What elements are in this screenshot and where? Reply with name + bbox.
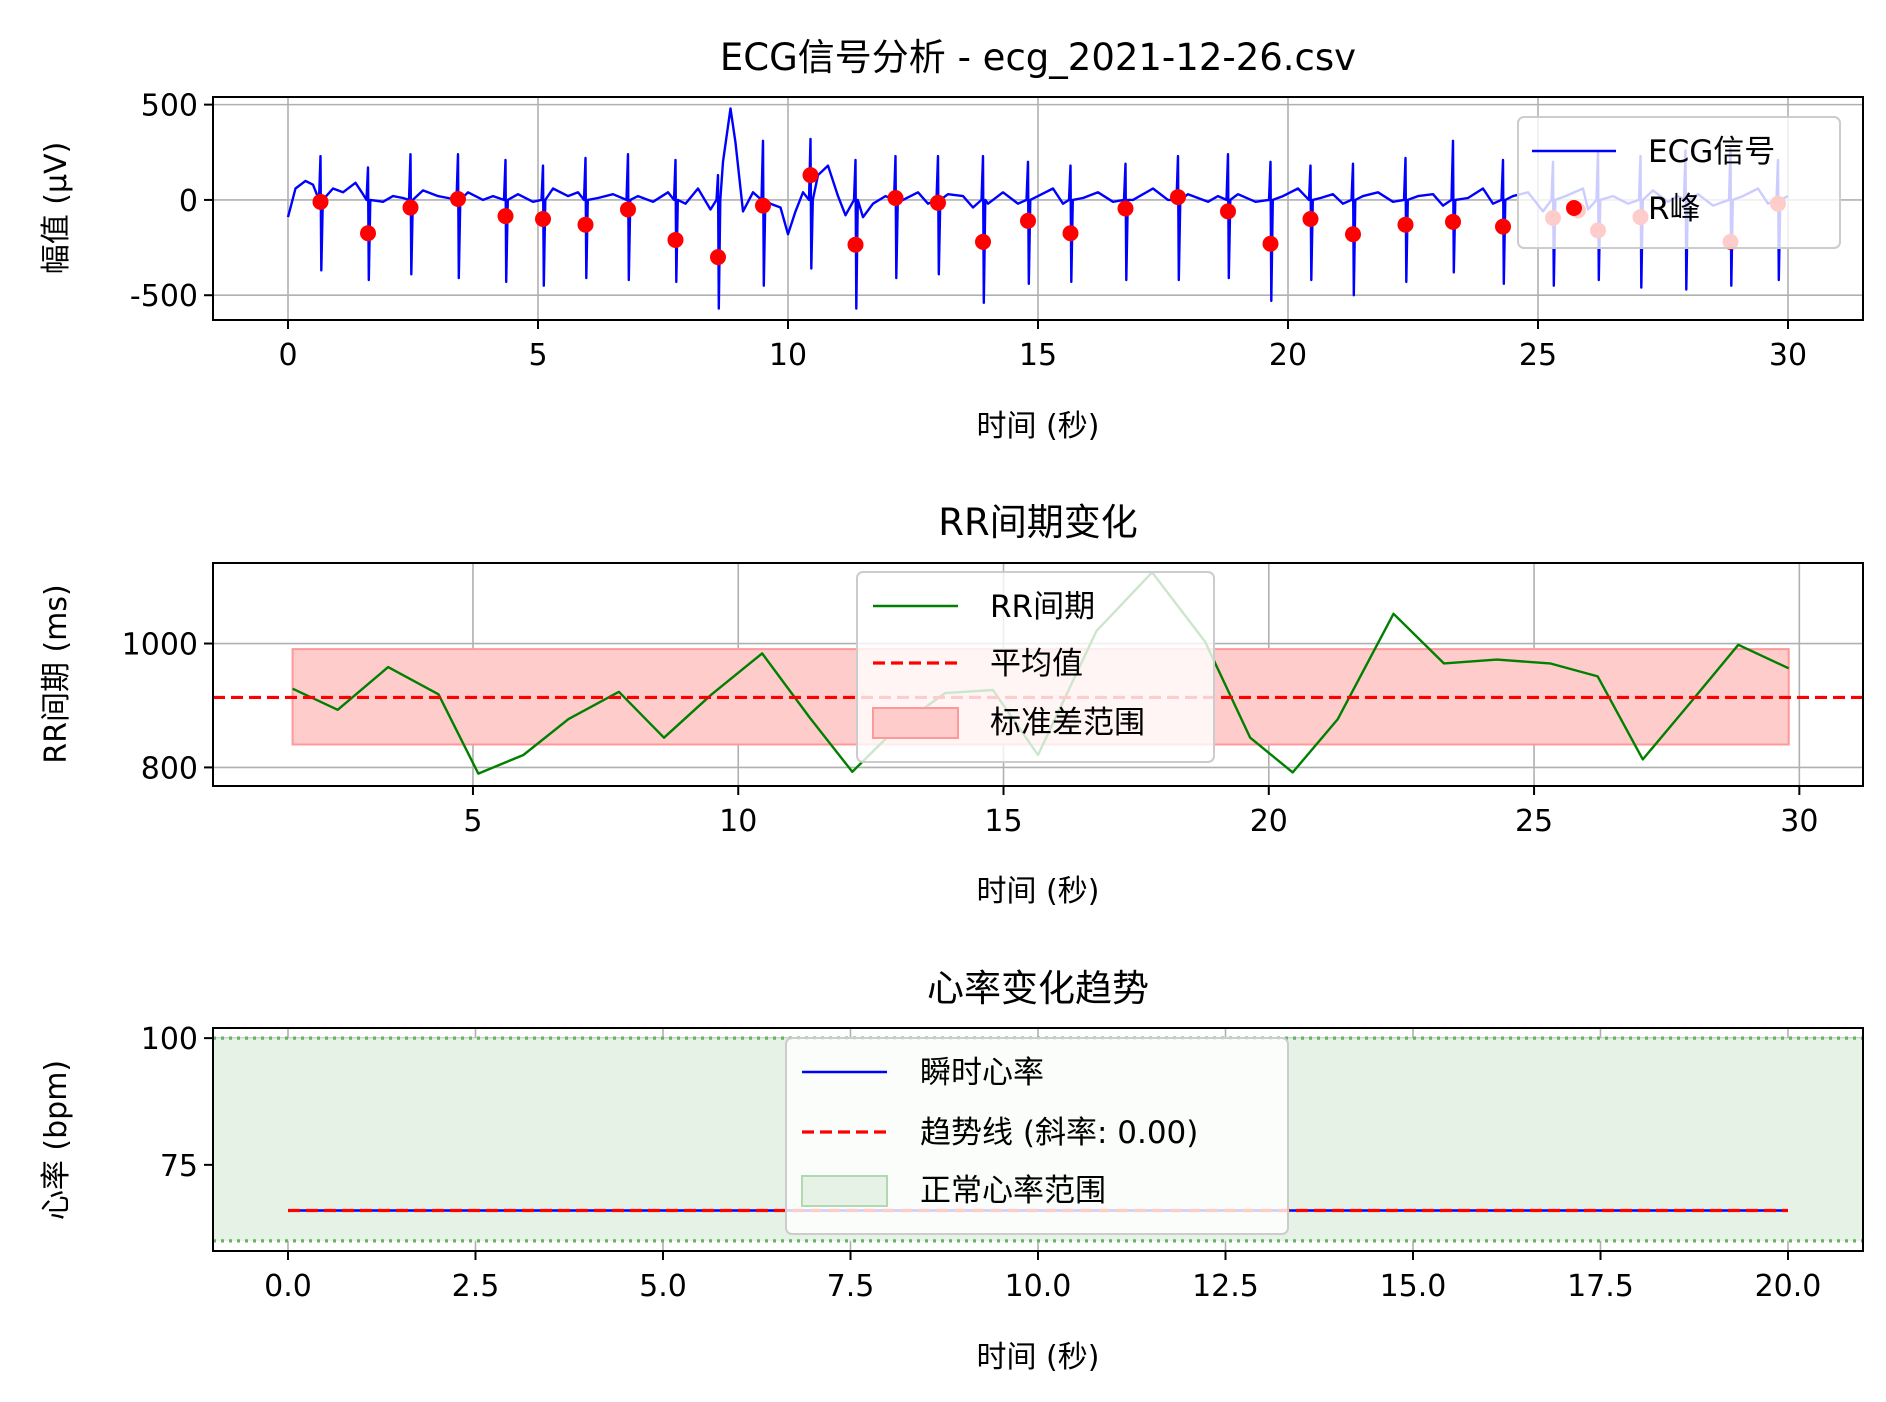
hr-x-tick-label: 0.0: [264, 1269, 312, 1304]
rr-x-tick-label: 10: [719, 804, 757, 839]
r-peak-marker: [975, 233, 991, 250]
hr-x-axis-label: 时间 (秒): [977, 1340, 1100, 1375]
hr-legend-label-band: 正常心率范围: [920, 1173, 1106, 1209]
ecg-y-axis-label: 幅值 (μV): [39, 142, 74, 275]
ecg-x-tick-label: 5: [528, 338, 547, 373]
hr-legend: 瞬时心率 趋势线 (斜率: 0.00) 正常心率范围: [785, 1037, 1289, 1235]
rr-x-tick-label: 5: [463, 804, 482, 839]
r-peak-marker: [1170, 189, 1186, 206]
r-peak-marker: [755, 197, 771, 214]
hr-y-tick-label: 100: [141, 1022, 198, 1057]
hr-x-tick-label: 5.0: [639, 1269, 687, 1304]
rr-ticks: 5 10 15 20 25 30 1000 800: [122, 628, 1819, 839]
r-peak-marker: [620, 201, 636, 218]
hr-axes: 心率变化趋势 0.0 2.5 5.0 7.5 10.0 12.5 15.0 17.5 20.0 1…: [39, 967, 1864, 1375]
ecg-ticks: 0 5 10 15 20 25 30 500 0 -500: [130, 89, 1807, 373]
rr-legend-label-rr: RR间期: [990, 589, 1095, 625]
hr-x-tick-label: 12.5: [1192, 1269, 1259, 1304]
r-peak-marker: [847, 236, 864, 253]
r-peak-marker: [802, 167, 819, 184]
r-peak-marker: [1397, 216, 1414, 233]
rr-chart-title: RR间期变化: [938, 501, 1137, 544]
hr-x-tick-label: 15.0: [1380, 1269, 1447, 1304]
hr-x-tick-label: 20.0: [1755, 1269, 1822, 1304]
rr-axes-frame: [212, 562, 1864, 787]
ecg-axes: ECG信号分析 - ecg_2021-12-26.csv 0 5 10 15 20 25 3…: [39, 36, 1864, 444]
rr-y-tick-label: 800: [141, 751, 198, 786]
r-peak-marker: [1220, 203, 1236, 220]
ecg-legend-label-signal: ECG信号: [1648, 134, 1775, 170]
hr-legend-label-instant: 瞬时心率: [920, 1055, 1044, 1091]
r-peak-marker: [1302, 210, 1319, 227]
r-peak-marker: [667, 231, 684, 248]
r-peak-marker: [312, 193, 329, 210]
ecg-legend-box: [1517, 116, 1841, 249]
hr-x-tick-label: 10.0: [1005, 1269, 1072, 1304]
rr-legend-label-band: 标准差范围: [990, 705, 1145, 741]
ecg-x-tick-label: 0: [278, 338, 297, 373]
r-peak-marker: [1495, 218, 1511, 235]
ecg-x-tick-label: 15: [1019, 338, 1057, 373]
ecg-x-tick-label: 25: [1519, 338, 1557, 373]
ecg-y-tick-label: 500: [141, 89, 198, 124]
hr-legend-band-swatch: [801, 1175, 888, 1207]
ecg-x-axis-label: 时间 (秒): [977, 409, 1100, 444]
ecg-legend: ECG信号 R峰: [1517, 116, 1841, 249]
r-peak-marker: [930, 194, 946, 211]
hr-legend-label-trend: 趋势线 (斜率: 0.00): [920, 1115, 1198, 1151]
rr-legend-band-swatch: [872, 707, 959, 739]
ecg-legend-marker-swatch: [1566, 200, 1582, 216]
rr-x-tick-label: 15: [984, 804, 1022, 839]
r-peak-marker: [1117, 200, 1134, 217]
hr-y-axis-label: 心率 (bpm): [39, 1060, 74, 1220]
rr-x-tick-label: 20: [1250, 804, 1288, 839]
ecg-y-tick-label: 0: [179, 184, 198, 219]
rr-y-tick-label: 1000: [122, 628, 198, 663]
ecg-x-tick-label: 10: [769, 338, 807, 373]
hr-legend-box: [785, 1037, 1289, 1235]
r-peak-marker: [1445, 213, 1461, 230]
r-peak-marker: [887, 190, 904, 207]
hr-chart-title: 心率变化趋势: [927, 967, 1149, 1010]
rr-x-axis-label: 时间 (秒): [977, 874, 1100, 909]
ecg-y-tick-label: -500: [130, 279, 198, 314]
r-peak-marker: [710, 249, 726, 266]
rr-y-axis-label: RR间期 (ms): [39, 584, 74, 764]
ecg-x-tick-label: 20: [1269, 338, 1307, 373]
hr-ticks: 0.0 2.5 5.0 7.5 10.0 12.5 15.0 17.5 20.0 100 75: [141, 1022, 1822, 1304]
r-peak-marker: [577, 216, 594, 233]
r-peak-marker: [497, 208, 514, 225]
r-peak-marker: [360, 225, 376, 242]
hr-x-tick-label: 7.5: [827, 1269, 875, 1304]
r-peak-marker: [535, 210, 551, 227]
hr-x-tick-label: 2.5: [452, 1269, 500, 1304]
r-peak-marker: [1262, 235, 1279, 252]
ecg-x-tick-label: 30: [1769, 338, 1807, 373]
ecg-legend-label-peaks: R峰: [1648, 191, 1701, 227]
rr-x-tick-label: 30: [1780, 804, 1818, 839]
r-peak-marker: [1345, 226, 1361, 243]
ecg-chart-title: ECG信号分析 - ecg_2021-12-26.csv: [720, 36, 1356, 79]
rr-axes: RR间期变化 5 10 15 20 25 30 1000 800 时间 (秒) RR间期 (m…: [39, 501, 1864, 909]
r-peak-marker: [1062, 225, 1079, 242]
rr-legend: RR间期 平均值 标准差范围: [856, 571, 1215, 763]
hr-x-tick-label: 17.5: [1567, 1269, 1634, 1304]
rr-legend-label-mean: 平均值: [990, 646, 1083, 682]
r-peak-marker: [402, 199, 419, 216]
r-peak-marker: [1020, 212, 1036, 229]
r-peak-marker: [450, 190, 466, 207]
hr-y-tick-label: 75: [160, 1149, 198, 1184]
rr-x-tick-label: 25: [1515, 804, 1553, 839]
